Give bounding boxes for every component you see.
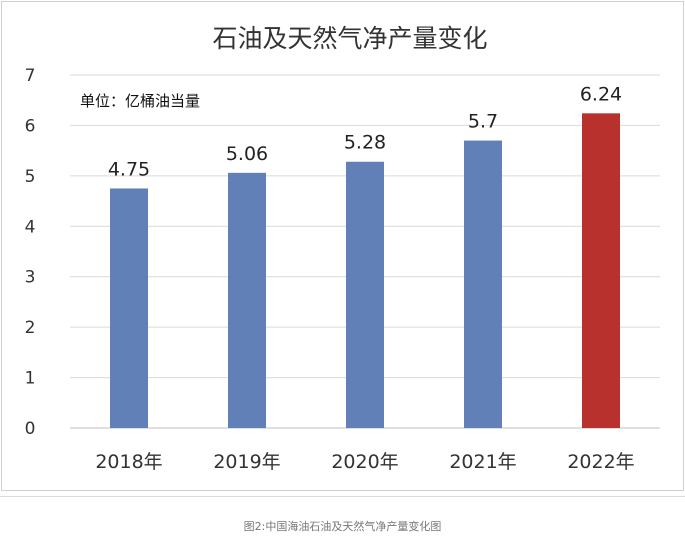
bar [346,161,384,429]
y-tick-label: 2 [25,318,36,338]
unit-label: 单位：亿桶油当量 [80,92,200,110]
x-tick-label: 2019年 [213,451,280,473]
figure-caption: 图2:中国海油石油及天然气净产量变化图 [243,520,442,533]
bar [464,140,502,429]
y-tick-label: 3 [25,268,36,288]
data-label: 5.06 [226,143,268,165]
x-tick-label: 2018年 [95,451,162,473]
x-tick-label: 2021年 [449,451,516,473]
x-axis-ticks: 2018年 2019年 2020年 2021年 2022年 [95,451,634,473]
bar [110,188,148,428]
bars [110,113,620,429]
bar [582,113,620,428]
data-label: 5.7 [468,111,498,133]
y-tick-label: 0 [25,419,36,439]
y-axis-ticks: 0 1 2 3 4 5 6 7 [25,66,36,439]
data-label: 4.75 [108,158,150,180]
caption-divider [0,496,685,497]
chart-title: 石油及天然气净产量变化 [212,24,487,53]
x-tick-label: 2020年 [331,451,398,473]
y-tick-label: 5 [25,167,36,187]
x-tick-label: 2022年 [567,451,634,473]
data-labels: 4.75 5.06 5.28 5.7 6.24 [108,83,622,180]
data-label: 5.28 [344,132,386,154]
y-tick-label: 4 [25,217,36,237]
y-tick-label: 1 [25,369,36,389]
bar [228,172,266,428]
y-tick-label: 7 [25,66,36,86]
data-label: 6.24 [580,83,622,105]
y-tick-label: 6 [25,116,36,136]
